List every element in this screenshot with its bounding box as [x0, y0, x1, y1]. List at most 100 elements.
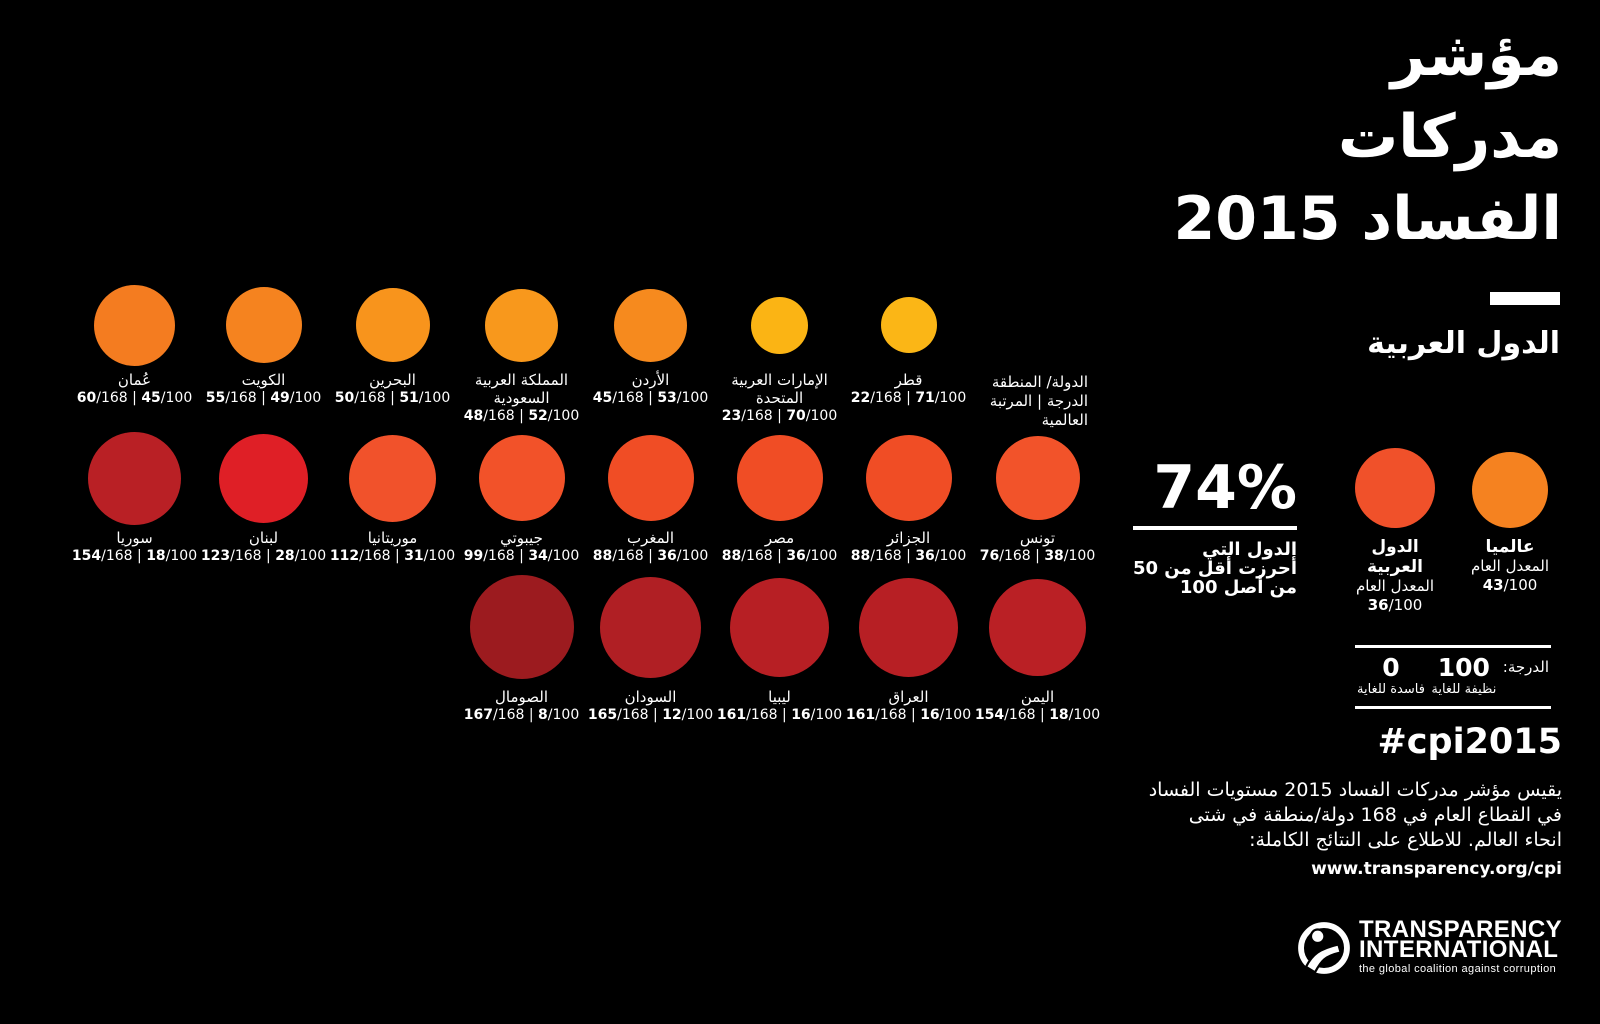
country-bubble	[355, 288, 430, 362]
country-bubble	[485, 288, 558, 362]
country-bubble	[730, 577, 829, 677]
country-bubble	[88, 431, 181, 525]
average-sublabel: المعدل العام	[1355, 577, 1435, 595]
average-value: 36/100	[1367, 596, 1423, 614]
title-divider-dash	[1490, 292, 1560, 305]
country-values: 55/168 | 49/100	[205, 390, 322, 406]
country-cell-mauritania: موريتانيا 112/168 | 31/100	[328, 430, 457, 565]
country-bubble	[600, 576, 701, 678]
country-name: ليبيا	[768, 688, 791, 706]
country-bubble	[219, 433, 308, 523]
country-name: الصومال	[495, 688, 548, 706]
country-bubble	[478, 435, 565, 521]
country-name: جيبوتي	[500, 529, 543, 547]
scale-min-caption: فاسدة للغاية	[1357, 682, 1425, 697]
country-name: المملكة العربية السعودية	[474, 371, 569, 407]
country-cell-jordan: الأردن 45/168 | 53/100	[586, 282, 715, 430]
country-name: مصر	[764, 529, 795, 547]
country-name: قطر	[894, 371, 923, 389]
country-name: السودان	[624, 688, 677, 706]
average-sublabel: المعدل العام	[1470, 557, 1550, 575]
stat-underline	[1132, 526, 1297, 530]
stat-74-percent: 74% الدول التي أحرزت أقل من 50 من أصل 10…	[1132, 453, 1297, 598]
country-values: 23/168 | 70/100	[721, 408, 838, 424]
description: يقيس مؤشر مدركات الفساد 2015 مستويات الف…	[1142, 778, 1562, 882]
country-cell-lebanon: لبنان 123/168 | 28/100	[199, 430, 328, 565]
title-line: الفساد 2015	[1173, 184, 1562, 254]
country-bubble	[859, 577, 958, 677]
country-values: 154/168 | 18/100	[974, 707, 1101, 723]
country-name: المغرب	[626, 529, 675, 547]
country-name: الإمارات العربية المتحدة	[731, 371, 828, 407]
grid-row-1: عُمان 60/168 | 45/100 الكويت 55/168 | 49…	[70, 282, 1102, 430]
country-bubble	[751, 296, 808, 354]
page-subtitle: الدول العربية	[1367, 326, 1560, 361]
description-line: انحاء العالم. للاطلاع على النتائج الكامل…	[1249, 829, 1562, 851]
country-values: 161/168 | 16/100	[845, 707, 972, 723]
country-values: 123/168 | 28/100	[200, 548, 327, 564]
country-cell-iraq: العراق 161/168 | 16/100	[844, 574, 973, 724]
country-values: 76/168 | 38/100	[979, 548, 1096, 564]
stat-value: 74%	[1153, 453, 1297, 523]
ti-logo-line1: TRANSPARENCY	[1358, 916, 1562, 943]
country-bubble	[995, 436, 1080, 520]
country-name: الأردن	[631, 371, 670, 389]
country-cell-algeria: الجزائر 88/168 | 36/100	[844, 430, 973, 565]
transparency-international-logo: TRANSPARENCY INTERNATIONAL the global co…	[1297, 916, 1562, 975]
country-cell-morocco: المغرب 88/168 | 36/100	[586, 430, 715, 565]
country-cell-uae: الإمارات العربية المتحدة 23/168 | 70/100	[715, 282, 844, 430]
country-bubble	[225, 287, 302, 363]
average-name: الدول العربية	[1366, 537, 1423, 577]
grid-legend: الدولة/ المنطقة الدرجة | المرتبة العالمي…	[973, 282, 1102, 430]
average-bubble	[1472, 452, 1548, 528]
country-values: 50/168 | 51/100	[334, 390, 451, 406]
country-bubble	[880, 297, 937, 353]
grid-row-2: سوريا 154/168 | 18/100 لبنان 123/168 | 2…	[70, 430, 1102, 565]
country-bubble	[349, 434, 436, 522]
website-link[interactable]: www.transparency.org/cpi	[1311, 859, 1562, 879]
country-bubble	[865, 435, 952, 521]
average-value: 43/100	[1482, 576, 1538, 594]
legend-line: العالمية	[1041, 411, 1088, 429]
ti-logo-tagline: the global coalition against corruption	[1358, 963, 1557, 975]
ti-logo-line2: INTERNATIONAL	[1358, 936, 1559, 963]
country-bubble	[607, 435, 694, 521]
country-values: 99/168 | 34/100	[463, 548, 580, 564]
country-bubble	[94, 284, 175, 366]
country-values: 165/168 | 12/100	[587, 707, 714, 723]
country-name: البحرين	[369, 371, 416, 389]
description-line: يقيس مؤشر مدركات الفساد 2015 مستويات الف…	[1148, 779, 1562, 801]
score-scale: الدرجة: 100 نظيفة للغاية 0 فاسدة للغاية	[1355, 645, 1551, 709]
average-bubble	[1355, 448, 1435, 528]
legend-line: الدولة/ المنطقة	[991, 373, 1088, 391]
country-cell-somalia: الصومال 167/168 | 8/100	[457, 574, 586, 724]
average-name: عالميا	[1485, 537, 1535, 557]
country-name: اليمن	[1020, 688, 1055, 706]
country-values: 88/168 | 36/100	[850, 548, 967, 564]
country-cell-syria: سوريا 154/168 | 18/100	[70, 430, 199, 565]
country-cell-saudi-arabia: المملكة العربية السعودية 48/168 | 52/100	[457, 282, 586, 430]
country-name: سوريا	[116, 529, 153, 547]
country-name: الكويت	[241, 371, 286, 389]
country-values: 22/168 | 71/100	[850, 390, 967, 406]
scale-min: 0 فاسدة للغاية	[1357, 655, 1425, 697]
scale-max-caption: نظيفة للغاية	[1431, 682, 1497, 697]
country-cell-bahrain: البحرين 50/168 | 51/100	[328, 282, 457, 430]
country-values: 161/168 | 16/100	[716, 707, 843, 723]
country-values: 88/168 | 36/100	[721, 548, 838, 564]
country-name: تونس	[1019, 529, 1056, 547]
country-bubble	[736, 435, 823, 521]
country-values: 48/168 | 52/100	[463, 408, 580, 424]
hashtag-cpi2015[interactable]: #cpi2015	[1377, 722, 1562, 762]
scale-max-value: 100	[1437, 653, 1490, 682]
country-name: موريتانيا	[367, 529, 418, 547]
page-title: مؤشر مدركات الفساد 2015	[1173, 14, 1562, 260]
country-values: 45/168 | 53/100	[592, 390, 709, 406]
stat-caption-line: من أصل 100	[1179, 577, 1297, 598]
stat-caption-line: أحرزت أقل من 50	[1132, 558, 1297, 579]
country-name: العراق	[888, 688, 929, 706]
country-values: 154/168 | 18/100	[71, 548, 198, 564]
country-cell-yemen: اليمن 154/168 | 18/100	[973, 574, 1102, 724]
country-cell-sudan: السودان 165/168 | 12/100	[586, 574, 715, 724]
country-values: 88/168 | 36/100	[592, 548, 709, 564]
